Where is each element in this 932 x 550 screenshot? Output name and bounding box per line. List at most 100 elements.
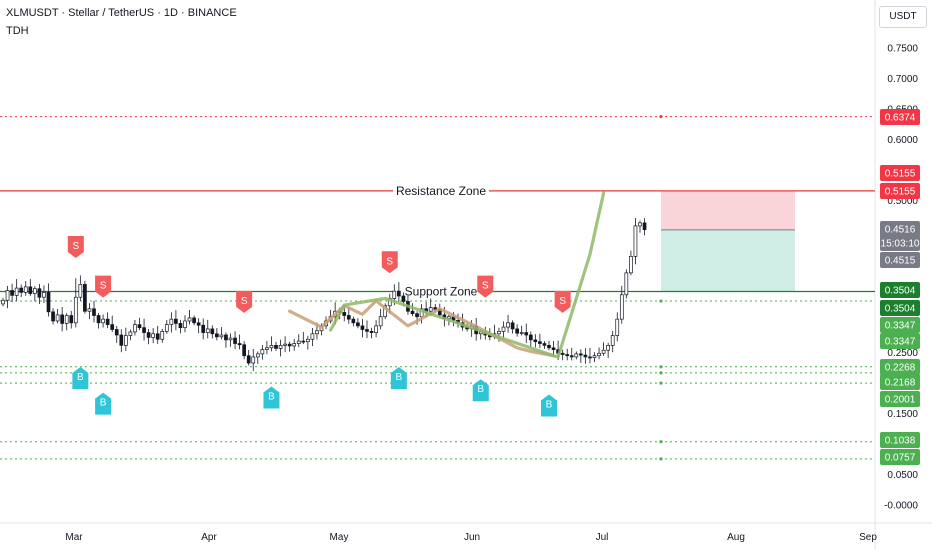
buy-marker-shape — [541, 394, 557, 417]
price-tag-bg — [880, 109, 920, 125]
y-tick-label: 0.7500 — [887, 44, 918, 55]
candle — [497, 330, 501, 335]
candle — [142, 327, 146, 333]
marker-letter: B — [268, 392, 275, 403]
price-tag: 0.5155 — [880, 183, 920, 199]
candle — [606, 345, 611, 351]
candle — [638, 222, 642, 227]
candle — [310, 333, 315, 340]
candle — [174, 318, 178, 324]
price-tag: 0.2168 — [880, 374, 920, 390]
stop-loss-box — [661, 190, 795, 230]
candle — [78, 284, 83, 298]
chart-title: XLMUSDT · Stellar / TetherUS · 1D · BINA… — [6, 7, 237, 19]
candle — [392, 290, 397, 299]
marker-letter: B — [100, 398, 107, 409]
sell-marker: S — [381, 251, 398, 274]
price-tag: 0.5155 — [880, 165, 920, 181]
price-tag-text: 0.2268 — [885, 363, 916, 374]
price-tag-text: 0.3504 — [885, 304, 916, 315]
candle — [292, 343, 297, 347]
candle — [306, 338, 310, 343]
price-tag-bg — [880, 432, 920, 448]
zone-label: Resistance Zone — [396, 184, 486, 198]
candle — [415, 313, 419, 318]
candle — [342, 312, 347, 316]
candle — [515, 328, 520, 334]
candle — [397, 290, 401, 297]
candle — [528, 334, 533, 341]
candle — [14, 287, 19, 296]
price-tag: 15:03:10 — [880, 235, 920, 251]
candle — [251, 356, 256, 364]
level-anchor-dot — [659, 115, 663, 119]
candle — [96, 315, 101, 324]
candle — [533, 339, 538, 343]
y-tick-label: 0.7000 — [887, 74, 918, 85]
candle — [228, 337, 233, 341]
candle — [633, 225, 638, 257]
candle — [160, 330, 165, 340]
price-tag: 0.3347 — [880, 333, 920, 349]
candle — [610, 335, 615, 346]
candle — [619, 294, 624, 320]
price-tag-bg — [880, 317, 920, 333]
price-tag: 0.3504 — [880, 282, 920, 298]
marker-letter: S — [100, 281, 107, 292]
candle — [164, 324, 169, 332]
price-tag: 0.3347 — [880, 317, 920, 333]
zone-label-bg — [393, 181, 489, 199]
candles — [1, 218, 647, 371]
zone-label-bg — [393, 282, 489, 300]
candle — [601, 349, 606, 354]
marker-letter: S — [386, 256, 393, 267]
candle — [110, 324, 115, 330]
x-tick-label: Sep — [859, 532, 877, 543]
candle — [23, 286, 28, 293]
marker-letter: B — [477, 384, 484, 395]
price-tag: 0.1038 — [880, 432, 920, 448]
y-tick-label: 0.0500 — [887, 470, 918, 481]
candle — [346, 315, 351, 320]
candle — [155, 333, 160, 340]
sell-marker: S — [554, 290, 571, 313]
marker-letter: B — [546, 399, 553, 410]
level-anchor-dot — [659, 381, 663, 385]
candle — [274, 345, 278, 349]
candle — [547, 345, 551, 349]
price-tag: 0.3504 — [880, 300, 920, 316]
price-tag-text: 15:03:10 — [881, 239, 920, 250]
candle — [151, 333, 155, 338]
candle — [224, 334, 228, 341]
candle — [283, 343, 287, 346]
candle — [369, 330, 374, 333]
candle — [178, 323, 183, 329]
candle — [169, 318, 174, 325]
level-anchor-dot — [659, 299, 663, 303]
y-tick-label: 0.6000 — [887, 135, 918, 146]
buy-marker: B — [390, 367, 407, 390]
candle — [592, 355, 597, 358]
level-anchor-dot — [659, 440, 663, 444]
candle — [615, 318, 620, 336]
price-tag-text: 0.0757 — [885, 453, 916, 464]
level-anchor-dot — [659, 371, 663, 375]
buy-marker: B — [95, 392, 112, 415]
candle — [510, 322, 515, 330]
price-tag-bg — [880, 165, 920, 181]
take-profit-box — [661, 229, 795, 292]
currency-button[interactable]: USDT — [879, 6, 927, 28]
level-anchor-dot — [659, 457, 663, 461]
candle — [642, 222, 647, 230]
candle — [83, 284, 87, 312]
price-tag-text: 0.4515 — [885, 256, 916, 267]
sell-marker: S — [236, 290, 253, 313]
price-tag: 0.6374 — [880, 109, 920, 125]
candle — [360, 325, 365, 330]
candle — [210, 328, 215, 335]
candle — [255, 353, 260, 358]
candle — [506, 322, 510, 328]
candle — [123, 335, 128, 346]
candle — [28, 286, 33, 294]
